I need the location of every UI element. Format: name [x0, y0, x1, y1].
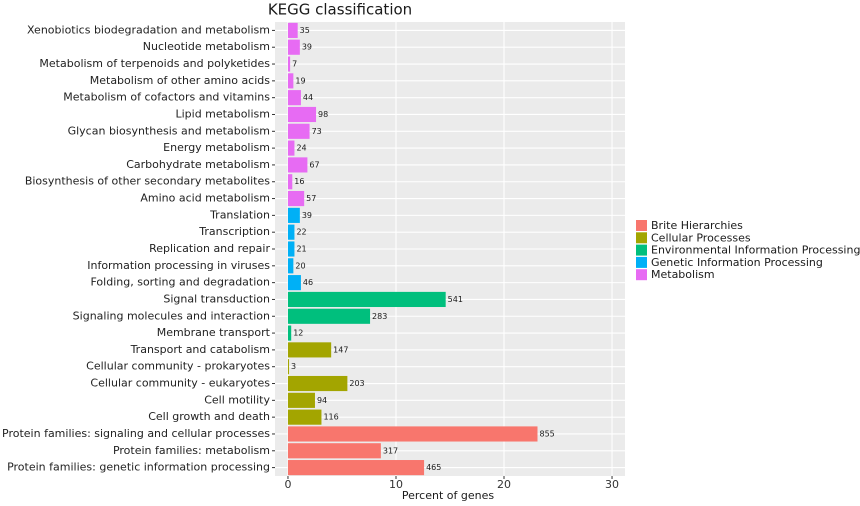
- bar: [287, 308, 371, 324]
- value-label: 44: [303, 93, 313, 102]
- value-label: 12: [293, 329, 303, 338]
- y-tick-label: Transport and catabolism: [130, 343, 270, 356]
- y-tick-label: Cellular community - eukaryotes: [90, 377, 270, 390]
- bar: [287, 359, 290, 375]
- bar: [287, 443, 381, 459]
- y-tick-label: Information processing in viruses: [87, 259, 270, 272]
- value-label: 73: [312, 127, 322, 136]
- y-tick-label: Amino acid metabolism: [140, 192, 270, 205]
- y-tick-label: Energy metabolism: [163, 141, 270, 154]
- value-label: 283: [372, 312, 387, 321]
- bar: [287, 73, 294, 89]
- value-label: 67: [309, 160, 319, 169]
- bar: [287, 106, 317, 123]
- bar: [287, 90, 301, 106]
- x-axis-label: Percent of genes: [402, 489, 494, 502]
- bar: [287, 174, 293, 190]
- x-tick-label: 10: [389, 478, 403, 491]
- bar: [287, 39, 300, 55]
- y-tick-label: Protein families: signaling and cellular…: [2, 427, 270, 440]
- bar: [287, 409, 322, 425]
- bar: [287, 342, 332, 358]
- value-label: 16: [294, 177, 304, 186]
- bar: [287, 460, 425, 476]
- bar: [287, 56, 291, 72]
- y-tick-label: Xenobiotics biodegradation and metabolis…: [27, 23, 270, 36]
- x-tick-label: 30: [605, 478, 619, 491]
- value-label: 465: [426, 463, 441, 472]
- value-label: 317: [383, 446, 398, 455]
- legend-key: [636, 256, 647, 268]
- y-tick-label: Signaling molecules and interaction: [73, 309, 270, 322]
- bar: [287, 224, 295, 240]
- bar: [287, 291, 446, 308]
- value-label: 98: [318, 110, 328, 119]
- value-label: 203: [349, 379, 364, 388]
- legend-label: Genetic Information Processing: [651, 256, 823, 269]
- value-label: 116: [323, 413, 338, 422]
- legend-key: [636, 269, 647, 281]
- legend-label: Metabolism: [651, 268, 715, 281]
- x-tick-label: 0: [284, 478, 291, 491]
- y-tick-label: Signal transduction: [163, 292, 270, 305]
- y-tick-label: Lipid metabolism: [175, 107, 270, 120]
- value-label: 19: [295, 76, 305, 85]
- y-tick-label: Cellular community - prokaryotes: [86, 360, 270, 373]
- value-label: 35: [300, 26, 310, 35]
- y-tick-label: Protein families: genetic information pr…: [7, 461, 270, 474]
- bar: [287, 22, 298, 38]
- bar: [287, 392, 315, 408]
- bar: [287, 157, 308, 173]
- value-label: 541: [448, 295, 463, 304]
- y-tick-label: Metabolism of other amino acids: [90, 74, 271, 87]
- value-label: 39: [302, 43, 312, 52]
- y-tick-label: Transcription: [198, 225, 270, 238]
- legend-key: [636, 244, 647, 256]
- bar: [287, 140, 295, 156]
- bar: [287, 123, 310, 139]
- value-label: 855: [540, 429, 555, 438]
- value-label: 7: [292, 60, 297, 69]
- y-tick-label: Glycan biosynthesis and metabolism: [68, 124, 270, 137]
- y-tick-label: Metabolism of terpenoids and polyketides: [39, 57, 270, 70]
- y-tick-label: Biosynthesis of other secondary metaboli…: [25, 175, 270, 188]
- value-label: 46: [303, 278, 313, 287]
- bar: [287, 190, 305, 207]
- value-label: 147: [333, 345, 348, 354]
- value-label: 21: [296, 245, 306, 254]
- bar: [287, 207, 300, 223]
- value-label: 94: [317, 396, 327, 405]
- bar: [287, 275, 301, 291]
- x-tick-label: 20: [497, 478, 511, 491]
- value-label: 3: [291, 362, 296, 371]
- y-tick-label: Protein families: metabolism: [113, 444, 270, 457]
- value-label: 57: [306, 194, 316, 203]
- y-tick-label: Translation: [209, 208, 270, 221]
- y-tick-label: Cell growth and death: [148, 410, 270, 423]
- legend-key: [636, 220, 647, 231]
- legend-label: Cellular Processes: [651, 231, 751, 244]
- y-tick-label: Membrane transport: [157, 326, 271, 339]
- value-label: 22: [296, 228, 306, 237]
- chart-title: KEGG classification: [268, 1, 412, 19]
- y-tick-label: Nucleotide metabolism: [143, 40, 270, 53]
- bar: [287, 426, 538, 442]
- bar: [287, 325, 292, 341]
- bar: [287, 375, 348, 392]
- value-label: 39: [302, 211, 312, 220]
- legend-label: Brite Hierarchies: [651, 219, 743, 232]
- legend-label: Environmental Information Processing: [651, 244, 860, 257]
- value-label: 24: [296, 144, 306, 153]
- y-tick-label: Replication and repair: [149, 242, 270, 255]
- y-tick-label: Cell motility: [204, 393, 270, 406]
- y-tick-label: Folding, sorting and degradation: [91, 276, 271, 289]
- value-label: 20: [295, 261, 305, 270]
- y-tick-label: Carbohydrate metabolism: [126, 158, 270, 171]
- bar: [287, 258, 294, 274]
- y-tick-label: Metabolism of cofactors and vitamins: [63, 91, 270, 104]
- legend-key: [636, 232, 647, 244]
- bar: [287, 241, 295, 257]
